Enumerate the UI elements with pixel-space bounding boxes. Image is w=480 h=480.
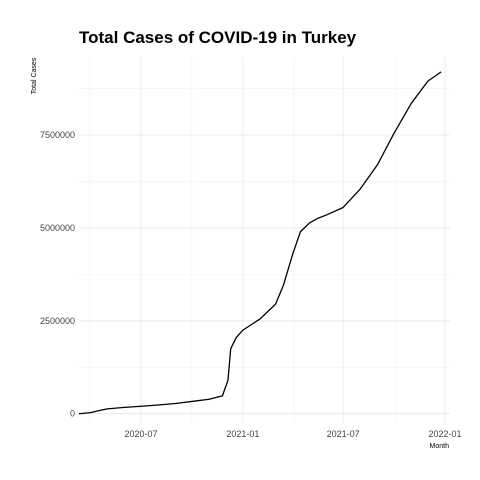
series-layer [78, 71, 442, 415]
grid-lines [79, 57, 450, 423]
x-axis-title: Month [430, 443, 450, 450]
x-tick-label: 2022-01 [429, 429, 462, 439]
y-tick-label: 2500000 [40, 316, 75, 326]
y-tick-label: 0 [70, 409, 75, 419]
y-tick-label: 5000000 [40, 223, 75, 233]
x-tick-label: 2021-07 [327, 429, 360, 439]
y-axis-title: Total Cases [31, 57, 38, 94]
y-tick-label: 7500000 [40, 130, 75, 140]
x-tick-label: 2021-01 [226, 429, 259, 439]
total-cases-line [78, 71, 442, 415]
x-tick-label: 2020-07 [125, 429, 158, 439]
tick-labels: 2020-07 2021-01 2021-07 2022-01 0 2500000 5000… [40, 130, 462, 439]
chart-title: Total Cases of COVID-19 in Turkey [79, 28, 357, 47]
